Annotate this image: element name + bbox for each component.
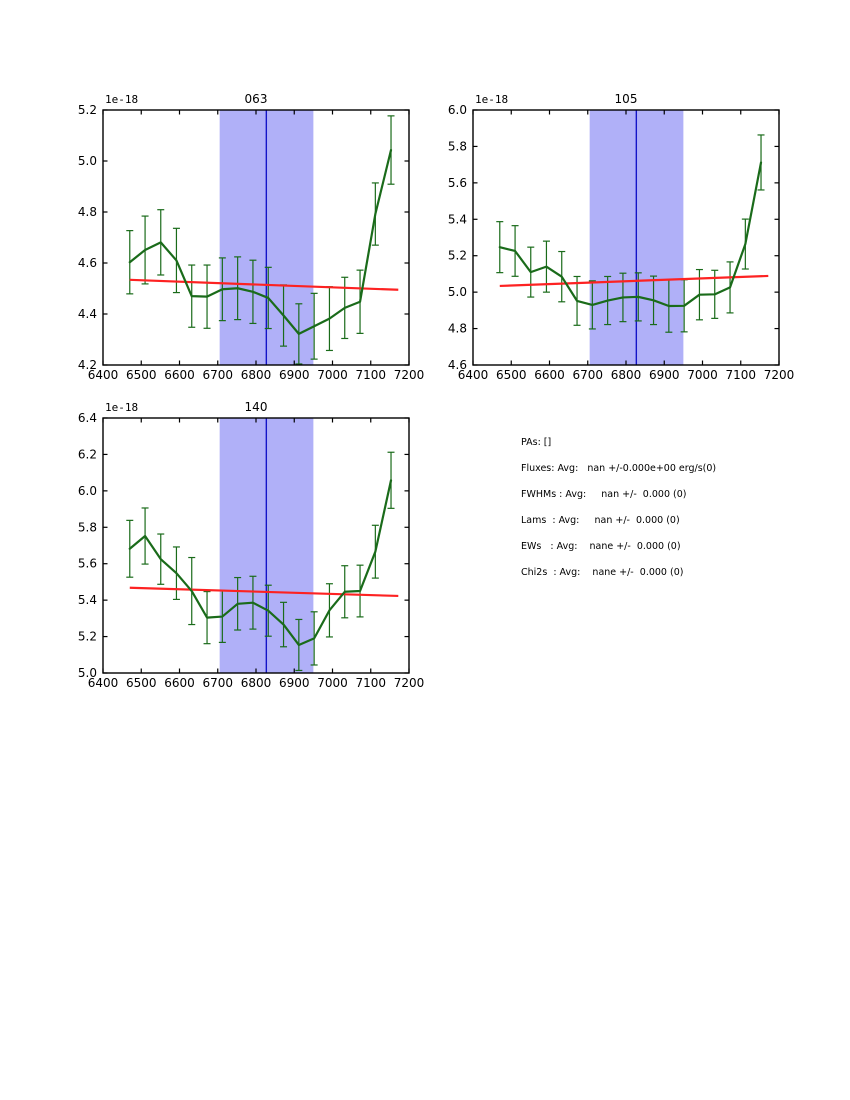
stats-line-chi2s: Chi2s : Avg: nane +/- 0.000 (0) — [521, 567, 684, 578]
x-tick-label: 6500 — [126, 676, 157, 690]
continuum-fit-line — [129, 586, 399, 598]
y-tick-label: 4.6 — [78, 256, 97, 270]
spectrum-line — [128, 148, 393, 335]
y-tick-label: 5.8 — [448, 139, 467, 153]
panel-title: 140 — [245, 400, 268, 414]
y-tick-label: 5.2 — [78, 630, 97, 644]
x-tick-label: 6600 — [534, 368, 565, 382]
stats-line-fluxes: Fluxes: Avg: nan +/-0.000e+00 erg/s(0) — [521, 463, 717, 474]
y-tick-label: 6.2 — [78, 447, 97, 461]
y-tick-label: 5.2 — [448, 249, 467, 263]
axis-ticks: 6400 6500 6600 6700 6800 6900 7000 7100 7200 4.6 4… — [448, 103, 794, 382]
y-tick-label: 5.6 — [78, 557, 97, 571]
plot-area — [103, 418, 409, 673]
spectrum-line — [498, 161, 763, 308]
plot-area — [473, 110, 779, 365]
stats-line-ews: EWs : Avg: nane +/- 0.000 (0) — [521, 541, 681, 552]
y-axis-offset-text: 1e-18 — [475, 93, 508, 106]
axis-ticks: 6400 6500 6600 6700 6800 6900 7000 7100 7200 4.2 4… — [78, 103, 424, 382]
stats-line-lams: Lams : Avg: nan +/- 0.000 (0) — [521, 515, 680, 526]
x-tick-label: 6500 — [496, 368, 527, 382]
x-tick-label: 7000 — [317, 368, 348, 382]
x-tick-label: 6900 — [279, 676, 310, 690]
y-tick-label: 4.8 — [78, 205, 97, 219]
x-tick-label: 6600 — [164, 676, 195, 690]
y-tick-label: 4.4 — [78, 307, 97, 321]
x-tick-label: 6400 — [88, 676, 119, 690]
x-tick-label: 7000 — [687, 368, 718, 382]
y-tick-label: 5.0 — [448, 285, 467, 299]
x-tick-label: 6500 — [126, 368, 157, 382]
chart-svg: 6400 6500 6600 6700 6800 6900 7000 7100 7200 4.2 4… — [78, 92, 424, 382]
y-axis-offset-text: 1e-18 — [105, 93, 138, 106]
x-tick-label: 6400 — [458, 368, 489, 382]
x-tick-label: 6900 — [649, 368, 680, 382]
axis-ticks: 6400 6500 6600 6700 6800 6900 7000 7100 7200 5.0 5… — [78, 411, 424, 690]
y-axis-offset-text: 1e-18 — [105, 401, 138, 414]
stats-line-pas: PAs: [] — [521, 437, 552, 448]
y-tick-label: 4.2 — [78, 358, 97, 372]
x-tick-label: 6700 — [202, 368, 233, 382]
y-tick-label: 5.2 — [78, 103, 97, 117]
y-tick-label: 5.0 — [78, 666, 97, 680]
panel-title: 063 — [245, 92, 268, 106]
y-tick-label: 5.8 — [78, 520, 97, 534]
chart-svg: 6400 6500 6600 6700 6800 6900 7000 7100 7200 5.0 5… — [78, 400, 424, 690]
x-tick-label: 6800 — [241, 676, 272, 690]
y-tick-label: 5.6 — [448, 176, 467, 190]
panel-title: 105 — [615, 92, 638, 106]
x-tick-label: 7000 — [317, 676, 348, 690]
x-tick-label: 7100 — [355, 368, 386, 382]
spectrum-line — [128, 479, 393, 647]
x-tick-label: 6700 — [572, 368, 603, 382]
y-tick-label: 5.4 — [448, 212, 467, 226]
x-tick-label: 6800 — [611, 368, 642, 382]
stats-line-fwhms: FWHMs : Avg: nan +/- 0.000 (0) — [521, 489, 687, 500]
x-tick-label: 7200 — [394, 676, 425, 690]
x-tick-label: 7100 — [725, 368, 756, 382]
chart-svg: 6400 6500 6600 6700 6800 6900 7000 7100 7200 4.6 4… — [448, 92, 794, 382]
x-tick-label: 6400 — [88, 368, 119, 382]
continuum-fit-line — [499, 274, 769, 288]
y-tick-label: 4.8 — [448, 322, 467, 336]
x-tick-label: 7200 — [764, 368, 795, 382]
x-tick-label: 7200 — [394, 368, 425, 382]
plot-area — [103, 110, 409, 365]
y-tick-label: 5.0 — [78, 154, 97, 168]
continuum-fit-line — [129, 278, 399, 291]
x-tick-label: 6900 — [279, 368, 310, 382]
y-tick-label: 4.6 — [448, 358, 467, 372]
stats-summary-block: PAs: [] Fluxes: Avg: nan +/-0.000e+00 er… — [521, 430, 821, 586]
x-tick-label: 7100 — [355, 676, 386, 690]
y-tick-label: 6.0 — [448, 103, 467, 117]
x-tick-label: 6800 — [241, 368, 272, 382]
x-tick-label: 6700 — [202, 676, 233, 690]
y-tick-label: 5.4 — [78, 593, 97, 607]
y-tick-label: 6.0 — [78, 484, 97, 498]
y-tick-label: 6.4 — [78, 411, 97, 425]
x-tick-label: 6600 — [164, 368, 195, 382]
